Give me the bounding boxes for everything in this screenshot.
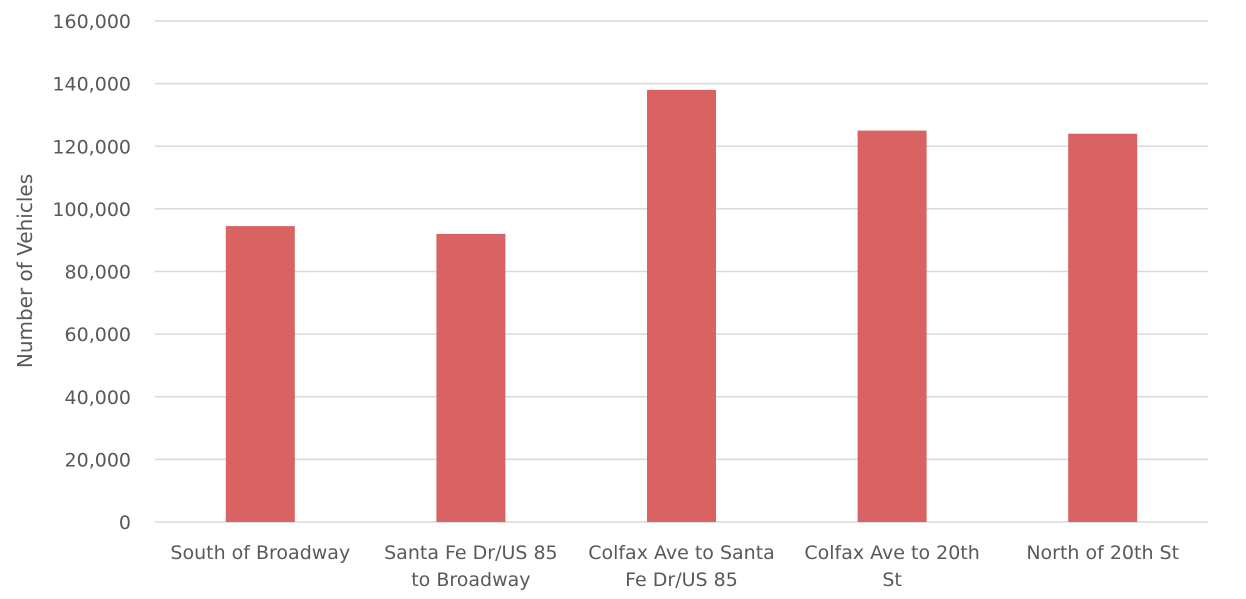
y-axis-title: Number of Vehicles	[13, 174, 37, 368]
y-tick-label: 60,000	[65, 324, 131, 346]
y-tick-label: 40,000	[65, 387, 131, 409]
y-tick-label: 100,000	[52, 199, 131, 221]
x-category-label: North of 20th St	[1026, 542, 1179, 564]
y-tick-label: 20,000	[65, 449, 131, 471]
x-axis-category-labels: South of Broadway Santa Fe Dr/US 85 to Bro…	[170, 542, 1179, 591]
y-tick-label: 120,000	[52, 136, 131, 158]
y-axis-tick-labels: 0 20,000 40,000 60,000 80,000 100,000 120,000 1…	[52, 11, 131, 534]
y-tick-label: 80,000	[65, 262, 131, 284]
y-tick-label: 160,000	[52, 11, 131, 33]
x-category-label: Santa Fe Dr/US 85 to Broadway	[384, 542, 558, 591]
x-category-label: Colfax Ave to Santa Fe Dr/US 85	[588, 542, 775, 591]
bar	[1068, 133, 1138, 522]
bar	[647, 89, 716, 522]
bar	[857, 130, 927, 522]
bars	[225, 89, 1138, 523]
bar	[436, 233, 506, 523]
y-tick-label: 0	[119, 512, 131, 534]
bar	[225, 226, 295, 523]
y-tick-label: 140,000	[52, 74, 131, 96]
x-category-label: South of Broadway	[170, 542, 350, 564]
x-category-label: Colfax Ave to 20th St	[804, 542, 979, 591]
